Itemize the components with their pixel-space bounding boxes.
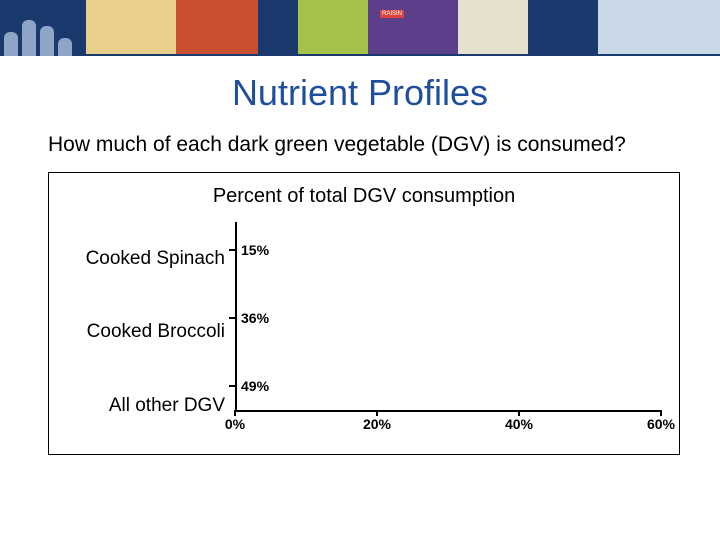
category-label: Cooked Spinach [67,248,225,270]
chart-title: Percent of total DGV consumption [67,185,661,208]
silhouette [4,32,18,56]
raisin-label: RAISIN [380,10,404,18]
category-label: All other DGV [67,395,225,417]
bar-value-label: 36% [241,310,269,326]
banner-segment [298,0,368,54]
chart-container: Percent of total DGV consumption Cooked … [48,172,680,455]
banner-segment [86,0,176,54]
header-banner: RAISIN [0,0,720,56]
banner-segment [368,0,458,54]
bar-row: 15% [235,230,269,270]
banner-segment [176,0,258,54]
silhouette [40,26,54,56]
plot-area: 15%36%49% 0%20%40%60% [235,222,661,442]
y-axis-labels: Cooked Spinach Cooked Broccoli All other D… [67,222,235,442]
bars-region: 15% 36% 49% [235,222,661,412]
banner-segment [598,0,720,54]
x-axis-line [235,410,661,412]
silhouette [58,38,72,56]
bar-row: 36% [235,298,269,338]
bar-value-label: 49% [241,378,269,394]
silhouette [22,20,36,56]
page-title: Nutrient Profiles [0,72,720,114]
banner-segment [258,0,298,54]
banner-segment [458,0,528,54]
y-tick [229,249,237,251]
bar-row: 49% [235,366,269,406]
x-tick-label: 0% [225,416,245,432]
category-label: Cooked Broccoli [67,321,225,343]
question-text: How much of each dark green vegetable (D… [48,132,680,158]
bar-value-label: 15% [241,242,269,258]
x-tick-label: 40% [505,416,533,432]
x-tick-label: 60% [647,416,675,432]
banner-segment [528,0,598,54]
people-silhouettes [4,0,72,56]
y-tick [229,317,237,319]
x-tick-label: 20% [363,416,391,432]
y-tick [229,385,237,387]
x-axis-ticks: 0%20%40%60% [235,414,661,442]
